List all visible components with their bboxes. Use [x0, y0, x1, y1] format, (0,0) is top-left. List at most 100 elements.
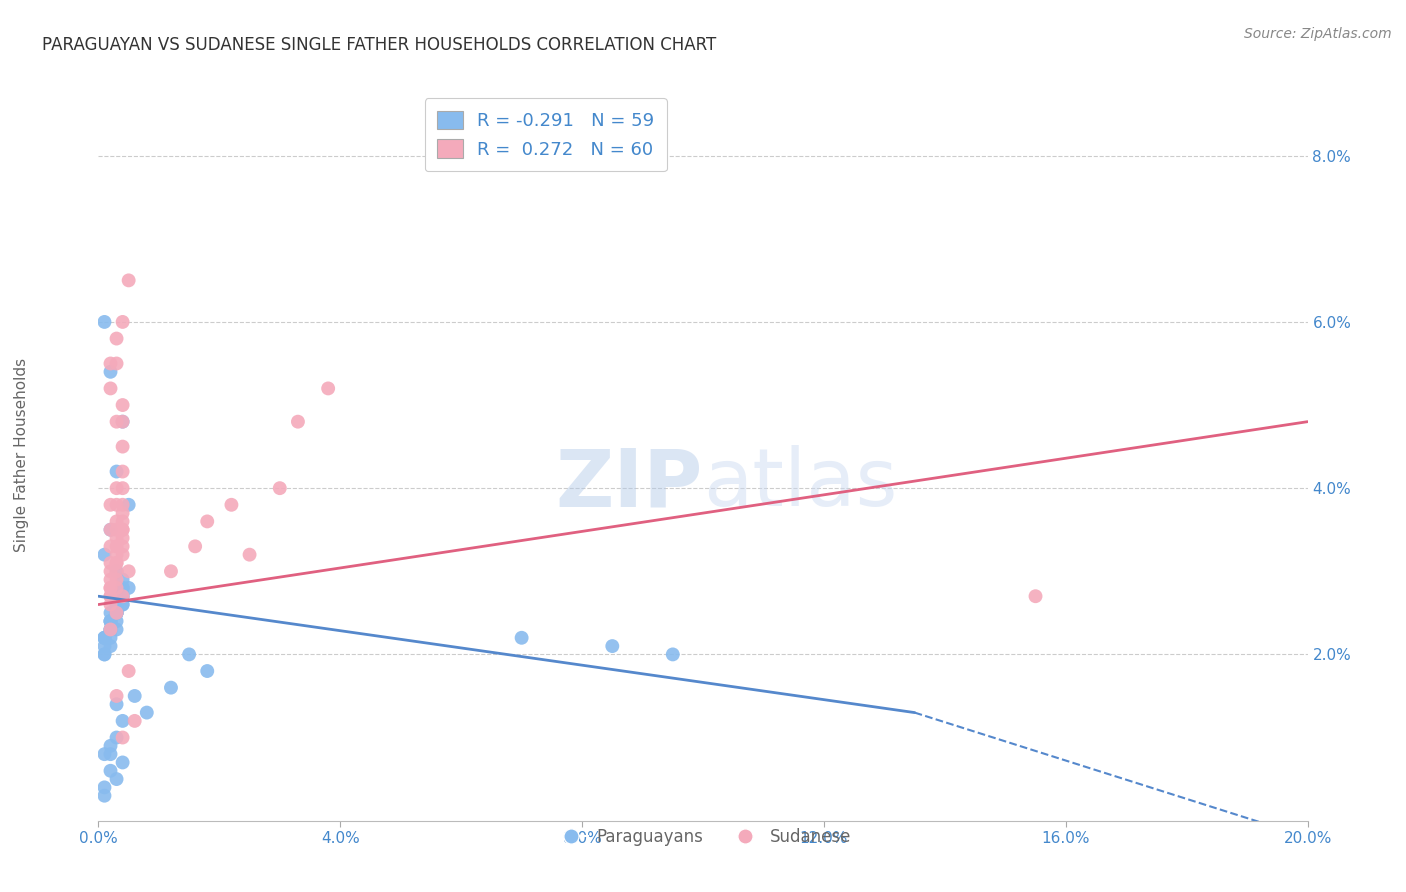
Point	[111, 398, 134, 412]
Point	[100, 639, 122, 653]
Point	[105, 581, 128, 595]
Point	[105, 573, 128, 587]
Point	[111, 589, 134, 603]
Point	[105, 731, 128, 745]
Point	[105, 564, 128, 578]
Point	[111, 598, 134, 612]
Point	[100, 606, 122, 620]
Point	[100, 747, 122, 761]
Point	[100, 523, 122, 537]
Point	[100, 356, 122, 370]
Point	[105, 539, 128, 553]
Point	[105, 523, 128, 537]
Point	[105, 598, 128, 612]
Point	[93, 548, 115, 562]
Point	[100, 573, 122, 587]
Point	[287, 415, 309, 429]
Point	[111, 465, 134, 479]
Point	[100, 581, 122, 595]
Point	[105, 332, 128, 346]
Point	[105, 623, 128, 637]
Point	[100, 365, 122, 379]
Legend: Paraguayans, Sudanese: Paraguayans, Sudanese	[548, 822, 858, 853]
Point	[93, 315, 115, 329]
Point	[93, 639, 115, 653]
Point	[111, 581, 134, 595]
Point	[105, 606, 128, 620]
Point	[100, 381, 122, 395]
Point	[221, 498, 243, 512]
Point	[661, 648, 683, 662]
Point	[105, 614, 128, 628]
Point	[111, 589, 134, 603]
Point	[160, 681, 183, 695]
Point	[105, 606, 128, 620]
Point	[100, 623, 122, 637]
Point	[105, 531, 128, 545]
Point	[93, 789, 115, 803]
Point	[124, 689, 146, 703]
Point	[195, 664, 218, 678]
Point	[100, 614, 122, 628]
Point	[105, 356, 128, 370]
Point	[111, 498, 134, 512]
Point	[239, 548, 262, 562]
Point	[93, 747, 115, 761]
Point	[100, 589, 122, 603]
Point	[100, 564, 122, 578]
Point	[316, 381, 339, 395]
Point	[105, 564, 128, 578]
Point	[100, 581, 122, 595]
Point	[195, 515, 218, 529]
Point	[93, 780, 115, 795]
Point	[100, 764, 122, 778]
Point	[105, 689, 128, 703]
Point	[111, 506, 134, 520]
Point	[1024, 589, 1046, 603]
Point	[105, 606, 128, 620]
Text: PARAGUAYAN VS SUDANESE SINGLE FATHER HOUSEHOLDS CORRELATION CHART: PARAGUAYAN VS SUDANESE SINGLE FATHER HOU…	[42, 36, 717, 54]
Point	[111, 415, 134, 429]
Point	[100, 589, 122, 603]
Point	[105, 498, 128, 512]
Point	[105, 589, 128, 603]
Point	[111, 315, 134, 329]
Point	[602, 639, 624, 653]
Point	[118, 498, 141, 512]
Point	[111, 481, 134, 495]
Point	[93, 648, 115, 662]
Point	[93, 631, 115, 645]
Point	[93, 631, 115, 645]
Point	[135, 706, 157, 720]
Point	[105, 548, 128, 562]
Point	[111, 589, 134, 603]
Point	[93, 648, 115, 662]
Point	[100, 556, 122, 570]
Point	[105, 465, 128, 479]
Text: ZIP: ZIP	[555, 445, 703, 524]
Point	[105, 598, 128, 612]
Point	[111, 714, 134, 728]
Point	[118, 564, 141, 578]
Point	[100, 614, 122, 628]
Point	[105, 415, 128, 429]
Point	[105, 772, 128, 786]
Point	[105, 556, 128, 570]
Point	[111, 531, 134, 545]
Point	[111, 756, 134, 770]
Point	[179, 648, 201, 662]
Y-axis label: Single Father Households: Single Father Households	[14, 358, 30, 552]
Point	[111, 573, 134, 587]
Point	[100, 523, 122, 537]
Point	[118, 273, 141, 287]
Point	[105, 556, 128, 570]
Point	[111, 731, 134, 745]
Point	[111, 440, 134, 454]
Point	[100, 623, 122, 637]
Point	[118, 581, 141, 595]
Point	[111, 581, 134, 595]
Point	[111, 515, 134, 529]
Point	[100, 498, 122, 512]
Point	[105, 606, 128, 620]
Point	[118, 664, 141, 678]
